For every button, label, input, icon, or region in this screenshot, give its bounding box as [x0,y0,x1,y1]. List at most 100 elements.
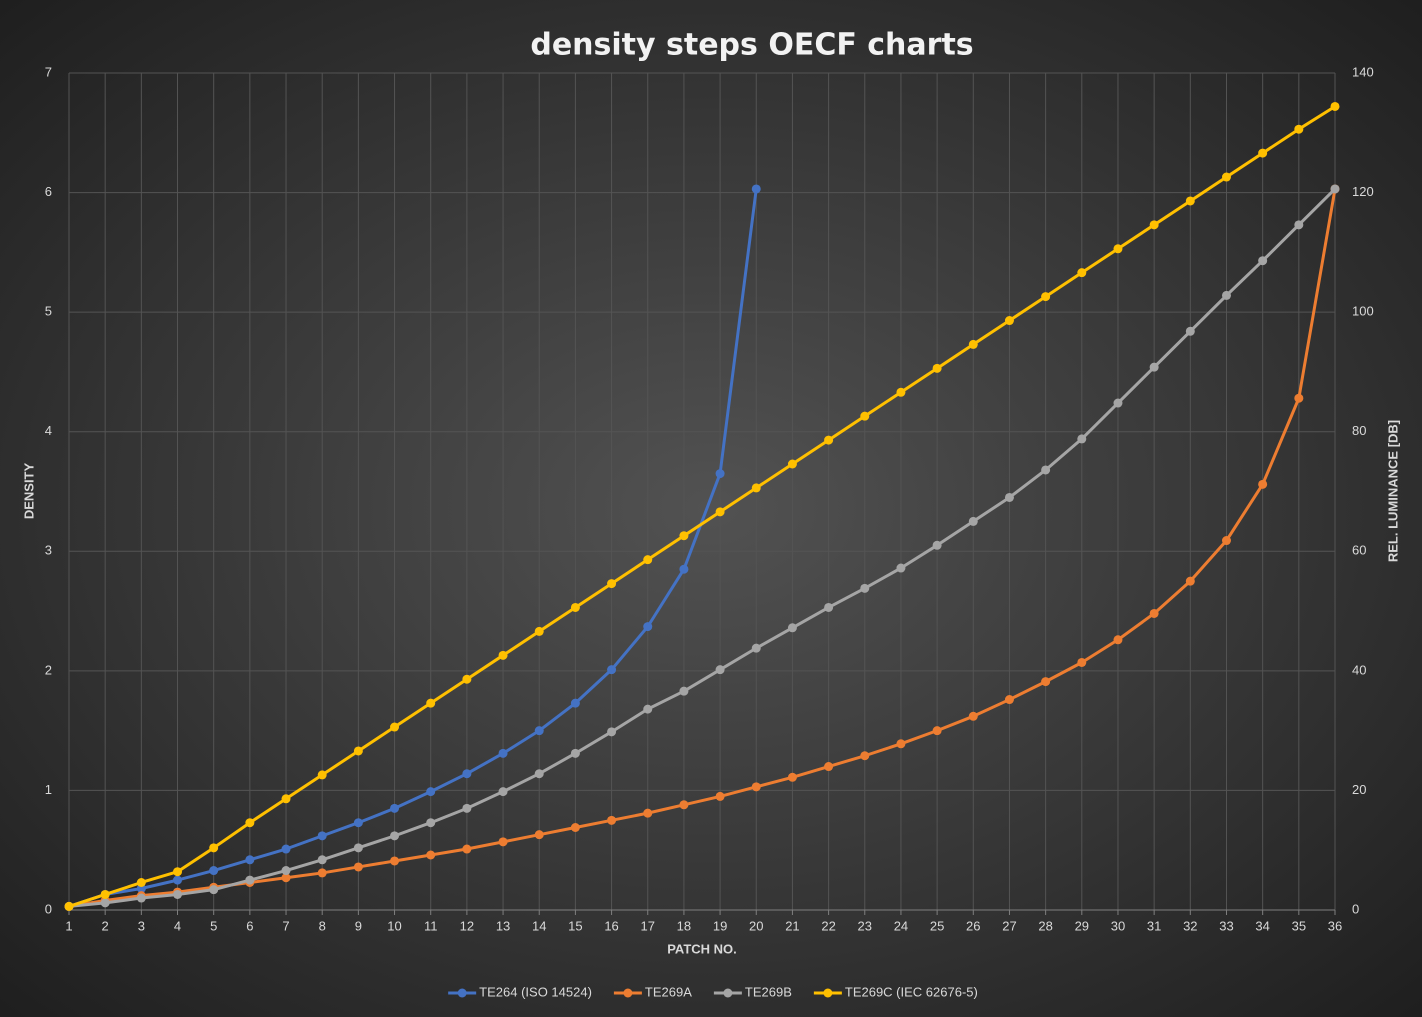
data-point [787,772,797,782]
data-point [317,855,327,865]
data-point [643,555,653,565]
x-tick-label: 4 [174,918,181,933]
series-line [68,105,1336,908]
data-point [390,722,400,732]
y2-tick-label: 100 [1352,304,1374,319]
data-point [462,769,472,779]
data-point [968,516,978,526]
data-point [1149,608,1159,618]
y-tick-label: 7 [45,64,52,79]
x-tick-label: 1 [65,918,72,933]
data-point [245,875,255,885]
data-point [715,469,725,479]
data-point [643,808,653,818]
data-point [1185,576,1195,586]
y2-axis-title: REL. LUMINANCE [DB] [1385,420,1400,562]
data-point [1258,479,1268,489]
data-point [570,822,580,832]
data-point [1004,492,1014,502]
data-point [896,563,906,573]
data-point [570,698,580,708]
data-point [1113,635,1123,645]
data-point [498,748,508,758]
data-point [390,856,400,866]
data-point [824,435,834,445]
data-point [570,748,580,758]
data-point [498,787,508,797]
data-point [1258,256,1268,266]
data-point [100,889,110,899]
data-point [715,665,725,675]
x-tick-label: 10 [387,918,401,933]
x-tick-label: 9 [355,918,362,933]
x-tick-label: 2 [102,918,109,933]
x-tick-label: 24 [894,918,908,933]
y-tick-label: 5 [45,304,52,319]
chart-title: density steps OECF charts [530,28,973,63]
data-point [426,698,436,708]
data-point [1113,398,1123,408]
data-point [679,531,689,541]
x-tick-label: 28 [1038,918,1052,933]
data-point [1113,244,1123,254]
legend-swatch-dot [723,988,733,998]
data-point [209,843,219,853]
data-point [173,875,183,885]
x-tick-label: 27 [1002,918,1016,933]
data-point [1294,220,1304,230]
x-tick-label: 21 [785,918,799,933]
y2-tick-label: 60 [1352,543,1366,558]
data-point [751,643,761,653]
data-point [426,818,436,828]
data-point [1077,434,1087,444]
x-tick-label: 3 [138,918,145,933]
series-line [68,187,1337,908]
legend-label: TE264 (ISO 14524) [479,984,592,999]
data-point [462,803,472,813]
data-point [353,843,363,853]
data-point [462,844,472,854]
data-point [281,844,291,854]
legend-swatch-dot [823,988,833,998]
data-point [353,818,363,828]
x-tick-label: 6 [246,918,253,933]
data-point [1330,101,1340,111]
x-tick-label: 13 [496,918,510,933]
x-tick-label: 18 [677,918,691,933]
data-point [860,411,870,421]
data-point [896,387,906,397]
data-point [1149,220,1159,230]
x-tick-label: 32 [1183,918,1197,933]
y-tick-label: 2 [45,662,52,677]
legend-item: TE269C (IEC 62676-5) [813,984,978,999]
data-point [643,622,653,632]
legend-label: TE269C (IEC 62676-5) [845,984,978,999]
data-point [1041,292,1051,302]
data-point [679,564,689,574]
x-tick-label: 7 [282,918,289,933]
plot [64,101,1340,911]
x-tick-label: 20 [749,918,763,933]
data-point [245,818,255,828]
data-point [1221,290,1231,300]
x-tick-label: 36 [1328,918,1342,933]
data-point [426,787,436,797]
data-point [173,867,183,877]
data-point [932,726,942,736]
data-point [136,893,146,903]
data-point [534,830,544,840]
legend-swatch-dot [457,988,467,998]
data-point [1041,465,1051,475]
data-point [607,727,617,737]
x-tick-label: 8 [319,918,326,933]
data-point [534,769,544,779]
data-point [679,686,689,696]
data-point [1149,362,1159,372]
data-point [100,898,110,908]
x-tick-label: 11 [424,918,438,933]
data-point [498,837,508,847]
x-tick-label: 26 [966,918,980,933]
